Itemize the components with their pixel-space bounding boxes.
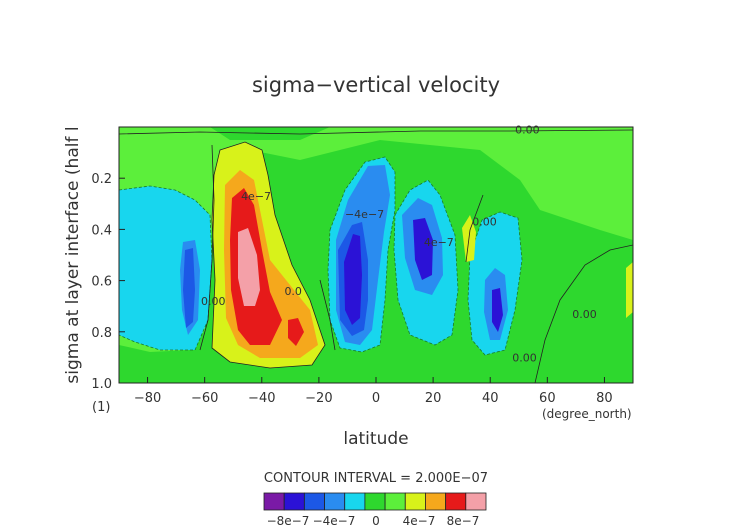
contour-zero-north — [465, 194, 484, 263]
contour-label: 4e−7 — [241, 190, 271, 203]
plot-area — [119, 127, 633, 383]
colorbar-swatch — [364, 492, 386, 511]
y-tick-label: 0.8 — [91, 326, 112, 341]
contour-label: 0.00 — [201, 295, 226, 308]
colorbar-swatch — [303, 492, 325, 511]
blue-cell-north-core — [413, 218, 433, 280]
blue-cell-equator-core — [344, 234, 362, 325]
contour-label: 0.00 — [472, 216, 497, 229]
x-tick-label: −60 — [191, 391, 218, 406]
contour-label: 0.00 — [572, 308, 597, 321]
colorbar-label: −4e−7 — [313, 514, 356, 528]
x-tick-label: 80 — [596, 391, 613, 406]
colorbar-swatch — [263, 492, 285, 511]
x-axis: −80 −60 −40 −20 0 20 40 60 80 — [134, 377, 613, 406]
colorbar-swatch — [404, 492, 426, 511]
y-tick-label: 1.0 — [91, 377, 112, 392]
x-tick-label: 40 — [482, 391, 499, 406]
colorbar-label: 4e−7 — [403, 514, 436, 528]
y-axis-label: sigma at layer interface (half l — [63, 126, 83, 383]
contour-zero-mid — [319, 279, 336, 351]
x-unit-label: (degree_north) — [542, 407, 632, 421]
colorbar-label: −8e−7 — [267, 514, 310, 528]
contour-label: 0.0 — [284, 285, 302, 298]
colorbar-swatch — [425, 492, 447, 511]
x-tick-label: 0 — [372, 391, 380, 406]
x-tick-label: −40 — [248, 391, 275, 406]
contour-zero-left — [199, 144, 215, 351]
contour-zero-bottom — [534, 244, 633, 383]
colorbar-swatch — [324, 492, 346, 511]
contour-labels: 0.00 4e−7 −4e−7 4e−7 0.00 0.0 0.00 0.00 0.00 — [201, 124, 597, 365]
colorbar-swatch — [384, 492, 406, 511]
chart-title: sigma−vertical velocity — [252, 73, 500, 97]
contour-label: −4e−7 — [345, 208, 384, 221]
colorbar-labels: −8e−7 −4e−7 0 4e−7 8e−7 — [267, 514, 480, 528]
y-unit-label: (1) — [92, 400, 110, 415]
colorbar-swatch — [465, 492, 487, 511]
x-tick-label: 60 — [539, 391, 556, 406]
red-patch-small — [288, 318, 304, 346]
colorbar — [263, 492, 487, 511]
y-axis: 0.2 0.4 0.6 0.8 1.0 — [91, 172, 125, 392]
yellow-patch-east — [626, 262, 633, 318]
x-tick-label: −80 — [134, 391, 161, 406]
blue-cell-south-core — [183, 248, 195, 328]
x-tick-label: 20 — [425, 391, 442, 406]
contour-label: 0.00 — [515, 124, 540, 137]
contour-label: 0.00 — [512, 351, 537, 364]
y-tick-label: 0.6 — [91, 275, 112, 290]
contour-zero-top — [119, 129, 633, 135]
y-tick-label: 0.4 — [91, 223, 112, 238]
colorbar-swatch — [445, 492, 467, 511]
contour-interval-text: CONTOUR INTERVAL = 2.000E−07 — [264, 471, 488, 486]
contour-label: 4e−7 — [424, 236, 454, 249]
colorbar-label: 8e−7 — [447, 514, 480, 528]
x-tick-label: −20 — [305, 391, 332, 406]
colorbar-label: 0 — [372, 514, 380, 528]
pink-core — [238, 228, 260, 306]
colorbar-swatch — [283, 492, 305, 511]
colorbar-swatch — [344, 492, 366, 511]
x-axis-label: latitude — [343, 429, 408, 449]
y-tick-label: 0.2 — [91, 172, 112, 187]
blue-cell-north2-core — [492, 288, 503, 332]
